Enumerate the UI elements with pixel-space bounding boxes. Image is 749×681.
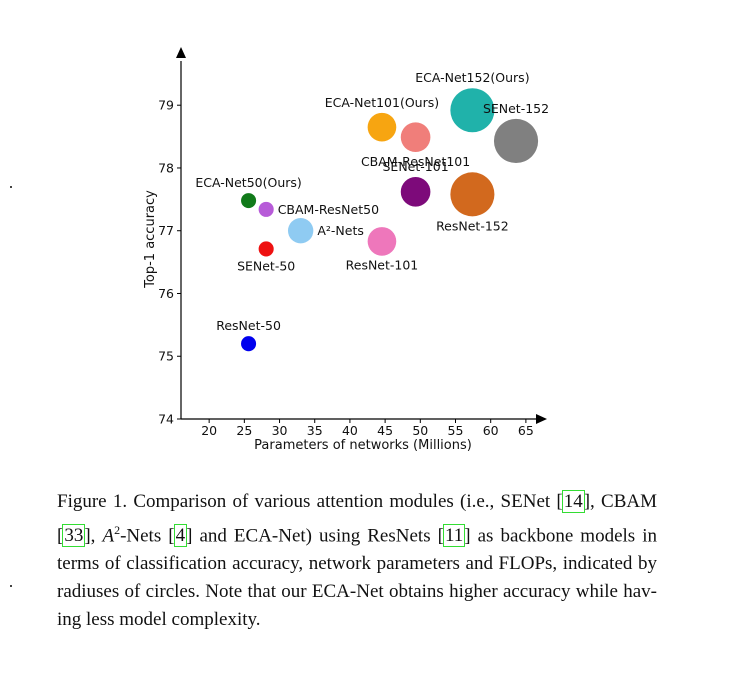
caption-text: ] as backbone models in terms of classif… [57, 525, 658, 631]
point-label: ResNet-50 [216, 318, 281, 333]
caption-text: -Nets [ [120, 525, 175, 547]
point-label: ECA-Net50(Ours) [195, 175, 301, 190]
data-point [241, 336, 257, 352]
x-tick-label: 60 [483, 423, 499, 438]
data-point [241, 193, 257, 209]
x-tick-label: 50 [412, 423, 428, 438]
citation-link[interactable]: 11 [442, 524, 466, 548]
data-point [258, 201, 274, 217]
x-tick-label: 55 [448, 423, 464, 438]
caption-text: ], [84, 525, 103, 547]
math-a: A [102, 525, 115, 547]
x-tick-label: 25 [236, 423, 252, 438]
point-label: CBAM-ResNet50 [278, 202, 379, 217]
y-axis-arrow [176, 47, 186, 58]
data-point [450, 88, 495, 133]
x-axis-label: Parameters of networks (Millions) [254, 438, 472, 453]
citation-link[interactable]: 4 [173, 524, 188, 548]
y-tick-label: 79 [158, 98, 174, 113]
data-point [258, 241, 274, 257]
figure-caption: Figure 1. Comparison of various attentio… [57, 488, 657, 634]
data-point [450, 172, 495, 217]
x-tick-label: 45 [377, 423, 393, 438]
point-label: CBAM-ResNet101 [361, 154, 470, 169]
data-point [367, 112, 397, 142]
caption-text: Figure 1. Comparison of various attentio… [57, 491, 563, 512]
margin-mark [10, 186, 12, 188]
scatter-chart: 20 25 30 35 40 45 50 55 60 65 74 75 76 77 78 79 Paramete… [143, 47, 549, 453]
y-tick-label: 77 [158, 223, 174, 238]
y-tick-label: 75 [158, 349, 174, 364]
point-label: ECA-Net101(Ours) [325, 95, 439, 110]
x-tick-label: 35 [307, 423, 323, 438]
x-tick-label: 20 [201, 423, 217, 438]
point-label: ResNet-101 [346, 258, 419, 273]
caption-text: ] and ECA-Net) using ResNets [ [186, 525, 444, 547]
data-point [400, 176, 431, 207]
caption-text: ], CBAM [ [57, 491, 657, 547]
citation-link[interactable]: 14 [561, 490, 585, 513]
x-tick-label: 30 [272, 423, 288, 438]
data-point [287, 218, 314, 244]
figure-chart: 20 25 30 35 40 45 50 55 60 65 74 75 76 77 78 79 Paramete… [143, 47, 549, 453]
point-label: ResNet-152 [436, 218, 509, 233]
y-axis-label: Top-1 accuracy [143, 190, 158, 289]
point-label: SENet-152 [483, 101, 549, 116]
x-tick-label: 40 [342, 423, 358, 438]
point-label: ECA-Net152(Ours) [415, 70, 529, 85]
math-superscript: 2 [114, 523, 121, 537]
y-tick-label: 74 [158, 412, 174, 427]
citation-link[interactable]: 33 [62, 524, 86, 548]
y-tick-label: 78 [158, 160, 174, 175]
point-label: A²-Nets [317, 223, 364, 238]
point-label: SENet-101 [383, 159, 449, 174]
data-point [493, 118, 539, 164]
point-label: SENet-50 [237, 258, 295, 273]
data-point [400, 122, 431, 153]
margin-mark [10, 585, 12, 587]
data-point [367, 227, 397, 256]
y-tick-label: 76 [158, 286, 174, 301]
x-axis-arrow [536, 414, 547, 424]
x-tick-label: 65 [518, 423, 534, 438]
